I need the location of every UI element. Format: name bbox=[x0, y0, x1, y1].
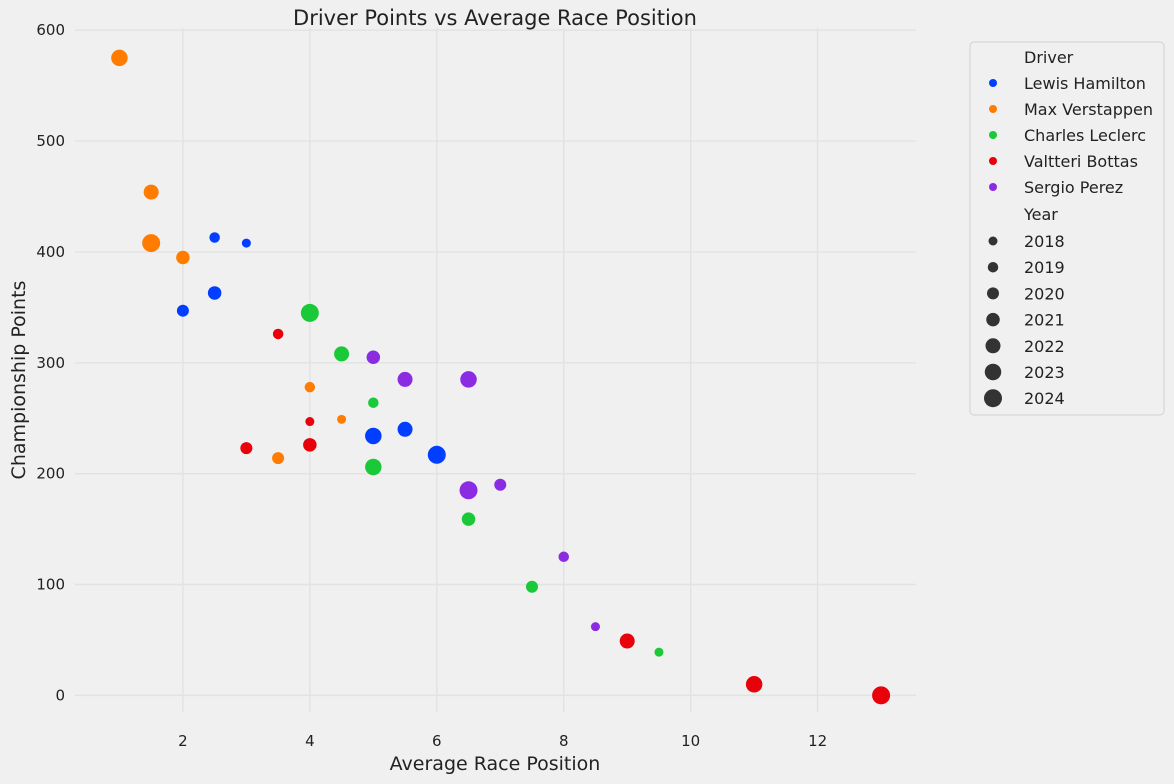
data-point bbox=[240, 442, 253, 455]
data-point bbox=[241, 238, 251, 248]
legend-year-marker bbox=[985, 338, 1001, 354]
data-point bbox=[397, 421, 413, 437]
data-point bbox=[460, 371, 477, 388]
data-point bbox=[461, 512, 476, 526]
data-point bbox=[558, 551, 569, 563]
legend-year-title: Year bbox=[1023, 205, 1058, 224]
data-point bbox=[334, 346, 350, 362]
data-point bbox=[366, 350, 381, 365]
x-tick-label: 8 bbox=[559, 732, 569, 750]
data-point bbox=[590, 622, 600, 632]
legend-year-label: 2021 bbox=[1024, 311, 1065, 330]
data-point bbox=[459, 481, 478, 500]
legend-driver-marker bbox=[989, 183, 997, 191]
data-point bbox=[272, 328, 284, 340]
data-point bbox=[337, 414, 347, 424]
data-point bbox=[207, 286, 222, 300]
data-points bbox=[111, 49, 891, 705]
data-point bbox=[872, 686, 891, 705]
data-point bbox=[176, 250, 190, 265]
data-point bbox=[654, 647, 664, 657]
legend-year-entries: 2018 2019 2020 2021 2022 2023 2024 bbox=[984, 232, 1065, 408]
x-tick-label: 12 bbox=[808, 732, 827, 750]
y-tick-label: 200 bbox=[36, 465, 65, 483]
x-axis-label: Average Race Position bbox=[390, 753, 601, 775]
chart-title: Driver Points vs Average Race Position bbox=[293, 6, 697, 30]
data-point bbox=[745, 676, 763, 693]
data-point bbox=[365, 427, 382, 445]
legend: Driver Lewis Hamilton Max Verstappen Charl… bbox=[969, 41, 1165, 416]
legend-year-label: 2018 bbox=[1024, 232, 1065, 251]
x-tick-label: 6 bbox=[432, 732, 442, 750]
data-point bbox=[368, 397, 379, 408]
legend-box bbox=[969, 41, 1165, 416]
data-point bbox=[397, 371, 413, 387]
data-point bbox=[525, 580, 538, 593]
x-tick-label: 4 bbox=[305, 732, 315, 750]
y-tick-label: 100 bbox=[36, 576, 65, 594]
legend-driver-label: Valtteri Bottas bbox=[1024, 152, 1138, 171]
legend-year-marker bbox=[987, 287, 999, 300]
data-point bbox=[209, 232, 220, 243]
legend-year-marker bbox=[988, 236, 998, 246]
y-tick-label: 500 bbox=[36, 132, 65, 150]
data-point bbox=[427, 445, 446, 464]
legend-year-marker bbox=[984, 363, 1002, 381]
legend-driver-label: Lewis Hamilton bbox=[1024, 74, 1146, 93]
x-tick-labels: 2 4 6 8 10 12 bbox=[178, 732, 827, 750]
legend-driver-marker bbox=[989, 79, 997, 87]
data-point bbox=[304, 381, 316, 393]
y-axis-label: Championship Points bbox=[8, 281, 30, 480]
y-tick-label: 0 bbox=[55, 686, 65, 704]
legend-year-label: 2024 bbox=[1024, 389, 1065, 408]
legend-year-label: 2023 bbox=[1024, 363, 1065, 382]
legend-driver-entries: Lewis Hamilton Max Verstappen Charles Lecl… bbox=[989, 74, 1153, 197]
x-tick-label: 10 bbox=[681, 732, 700, 750]
legend-year-label: 2019 bbox=[1024, 258, 1065, 277]
legend-driver-marker bbox=[989, 131, 997, 139]
legend-year-label: 2022 bbox=[1024, 337, 1065, 356]
data-point bbox=[303, 438, 317, 452]
data-point bbox=[176, 304, 189, 317]
legend-driver-title: Driver bbox=[1024, 48, 1074, 67]
legend-driver-label: Charles Leclerc bbox=[1024, 126, 1146, 145]
data-point bbox=[111, 49, 128, 67]
data-point bbox=[365, 458, 382, 476]
y-tick-labels: 0 100 200 300 400 500 600 bbox=[36, 21, 65, 704]
legend-year-marker bbox=[984, 389, 1002, 408]
legend-year-marker bbox=[987, 261, 999, 273]
data-point bbox=[305, 417, 315, 427]
y-tick-label: 600 bbox=[36, 21, 65, 39]
legend-driver-marker bbox=[989, 105, 997, 113]
data-point bbox=[300, 303, 319, 322]
legend-driver-marker bbox=[989, 157, 997, 165]
grid-lines bbox=[75, 28, 916, 712]
x-tick-label: 2 bbox=[178, 732, 188, 750]
legend-driver-label: Sergio Perez bbox=[1024, 178, 1123, 197]
data-point bbox=[142, 234, 161, 253]
y-tick-label: 400 bbox=[36, 243, 65, 261]
data-point bbox=[272, 452, 285, 465]
data-point bbox=[494, 478, 507, 491]
data-point bbox=[143, 184, 159, 200]
legend-year-marker bbox=[986, 312, 1000, 327]
data-point bbox=[619, 633, 635, 649]
legend-year-label: 2020 bbox=[1024, 284, 1065, 303]
y-tick-label: 300 bbox=[36, 354, 65, 372]
legend-driver-label: Max Verstappen bbox=[1024, 100, 1153, 119]
